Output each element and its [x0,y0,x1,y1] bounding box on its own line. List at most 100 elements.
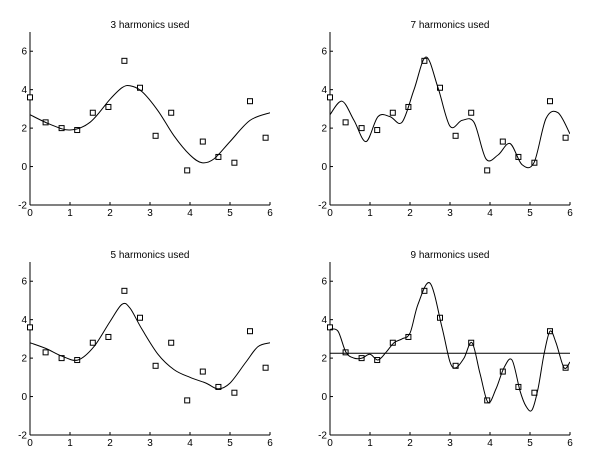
x-tick-label: 1 [367,438,373,449]
data-point-marker [105,333,112,340]
x-tick-label: 0 [327,208,333,219]
data-point-marker [42,349,49,356]
fitted-curve [330,56,570,169]
chart-title: 7 harmonics used [411,20,490,31]
x-tick-label: 0 [27,438,33,449]
data-point-marker [389,339,396,346]
data-point-marker [262,364,269,371]
y-tick-label: 2 [321,354,327,365]
data-point-marker [137,314,143,321]
data-point-marker [74,127,81,134]
data-point-marker [152,132,159,139]
y-tick-label: 0 [21,392,27,403]
chart-title: 5 harmonics used [111,250,190,261]
x-tick-label: 5 [527,438,533,449]
y-tick-label: 6 [321,47,327,58]
data-point-marker [121,57,128,64]
y-tick-label: 2 [321,124,327,135]
data-point-marker [374,127,381,134]
y-tick-label: 6 [321,277,327,288]
data-point-marker [89,339,96,346]
data-point-marker [89,109,96,116]
data-point-marker [199,138,206,145]
x-tick-label: 3 [147,208,153,219]
x-tick-label: 6 [567,208,573,219]
data-point-marker [168,339,175,346]
data-point-marker [247,98,253,105]
x-tick-label: 2 [407,438,413,449]
x-tick-label: 4 [187,208,193,219]
chart-title: 9 harmonics used [411,250,490,261]
x-tick-label: 3 [447,438,453,449]
x-tick-label: 4 [187,438,193,449]
y-tick-label: 2 [21,124,27,135]
data-point-marker [342,119,349,126]
y-tick-label: 2 [21,354,27,365]
data-point-marker [531,389,538,396]
data-point-marker [27,324,33,331]
data-point-marker [327,324,333,331]
data-point-marker [105,103,112,110]
y-tick-label: -2 [318,431,327,442]
x-tick-label: 3 [447,208,453,219]
y-tick-label: 4 [321,85,327,96]
x-tick-label: 5 [227,438,233,449]
fitted-curve [30,85,270,164]
y-tick-label: 0 [21,162,27,173]
data-point-marker [262,134,269,141]
y-tick-label: 4 [321,315,327,326]
y-tick-label: 6 [21,47,27,58]
data-point-marker [231,159,238,166]
data-point-marker [152,362,159,369]
y-tick-label: -2 [18,431,27,442]
x-tick-label: 1 [67,438,73,449]
x-tick-label: 6 [267,208,273,219]
x-tick-label: 3 [147,438,153,449]
x-tick-label: 6 [567,438,573,449]
y-tick-label: -2 [18,201,27,212]
y-tick-label: 6 [21,277,27,288]
y-tick-label: 4 [21,315,27,326]
data-point-marker [562,134,569,141]
data-point-marker [215,383,222,390]
x-tick-label: 5 [527,208,533,219]
data-point-marker [168,109,175,116]
fitted-curve [330,282,570,412]
y-tick-label: 4 [21,85,27,96]
data-point-marker [184,397,191,404]
x-tick-label: 2 [407,208,413,219]
chart-title: 3 harmonics used [111,20,190,31]
x-tick-label: 5 [227,208,233,219]
y-tick-label: -2 [318,201,327,212]
x-tick-label: 4 [487,438,493,449]
data-point-marker [484,167,491,174]
x-tick-label: 4 [487,208,493,219]
x-tick-label: 2 [107,208,113,219]
data-point-marker [231,389,238,396]
y-tick-label: 0 [321,162,327,173]
data-point-marker [199,368,206,375]
data-point-marker [27,94,33,101]
x-tick-label: 0 [327,438,333,449]
data-point-marker [184,167,191,174]
x-tick-label: 0 [27,208,33,219]
data-point-marker [547,98,553,105]
data-point-marker [562,364,569,371]
data-point-marker [452,132,459,139]
y-tick-label: 0 [321,392,327,403]
x-tick-label: 1 [367,208,373,219]
fitted-curve [30,302,270,390]
x-tick-label: 6 [267,438,273,449]
x-tick-label: 1 [67,208,73,219]
x-tick-label: 2 [107,438,113,449]
data-point-marker [327,94,333,101]
data-point-marker [468,109,475,116]
data-point-marker [121,287,128,294]
data-point-marker [389,109,396,116]
